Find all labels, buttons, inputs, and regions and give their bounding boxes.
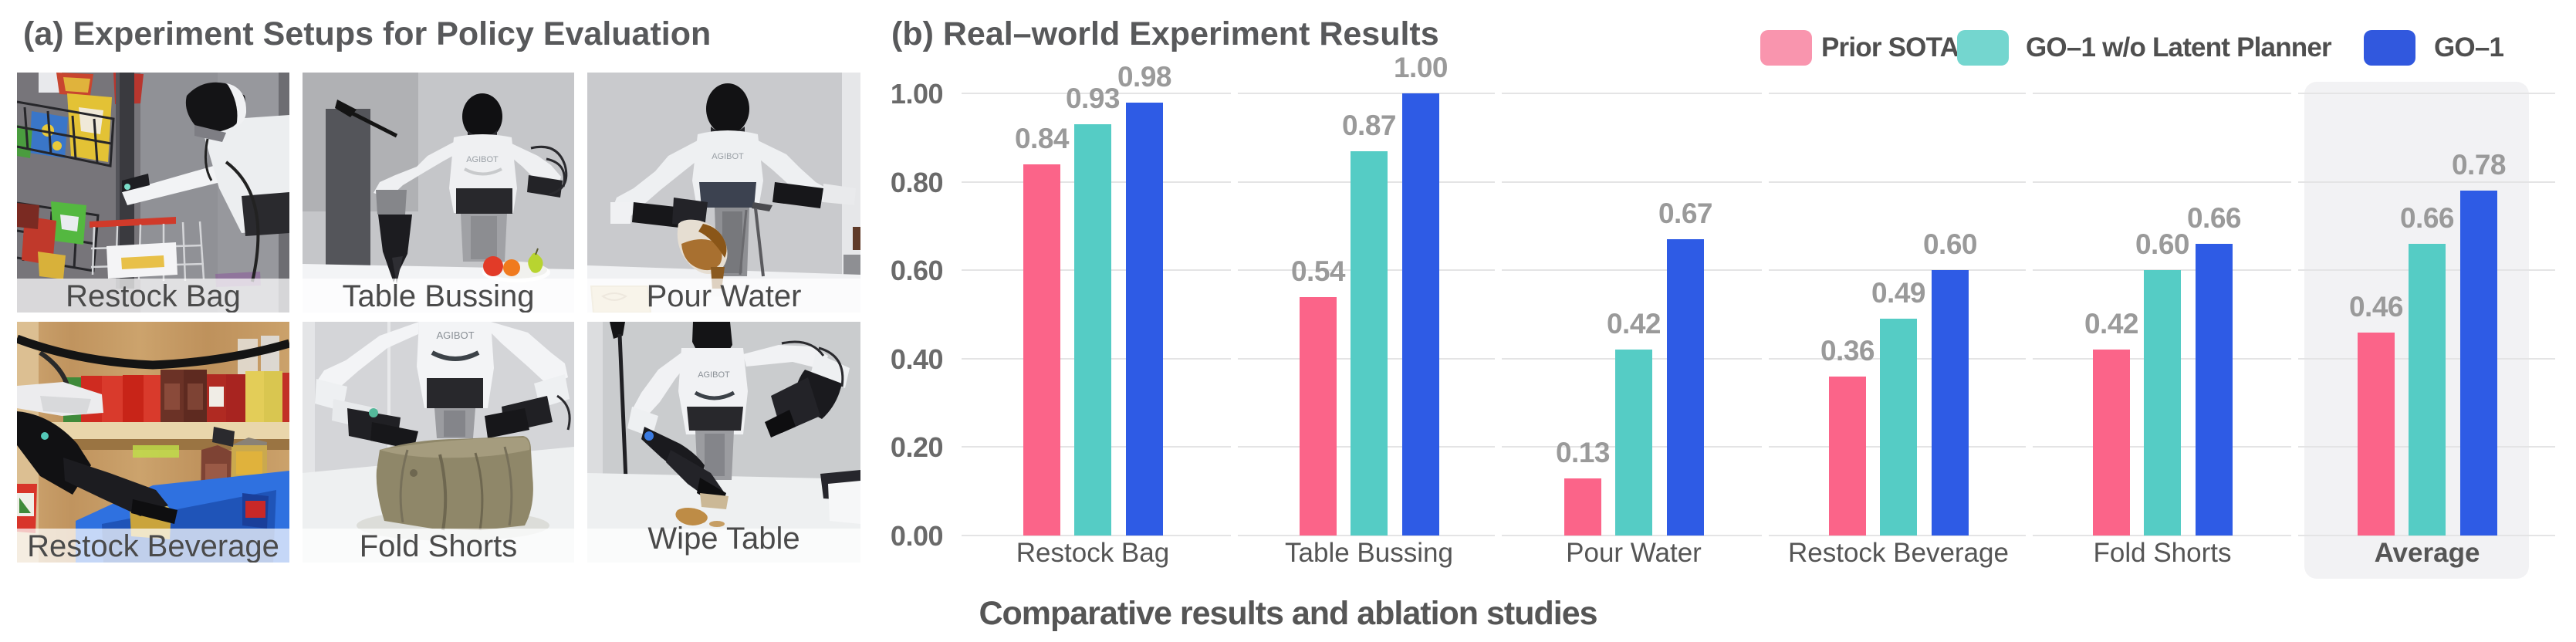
svg-text:AGIBOT: AGIBOT: [698, 370, 730, 380]
svg-text:AGIBOT: AGIBOT: [466, 155, 499, 164]
svg-text:AGIBOT: AGIBOT: [436, 329, 474, 341]
svg-text:AGIBOT: AGIBOT: [712, 152, 744, 161]
